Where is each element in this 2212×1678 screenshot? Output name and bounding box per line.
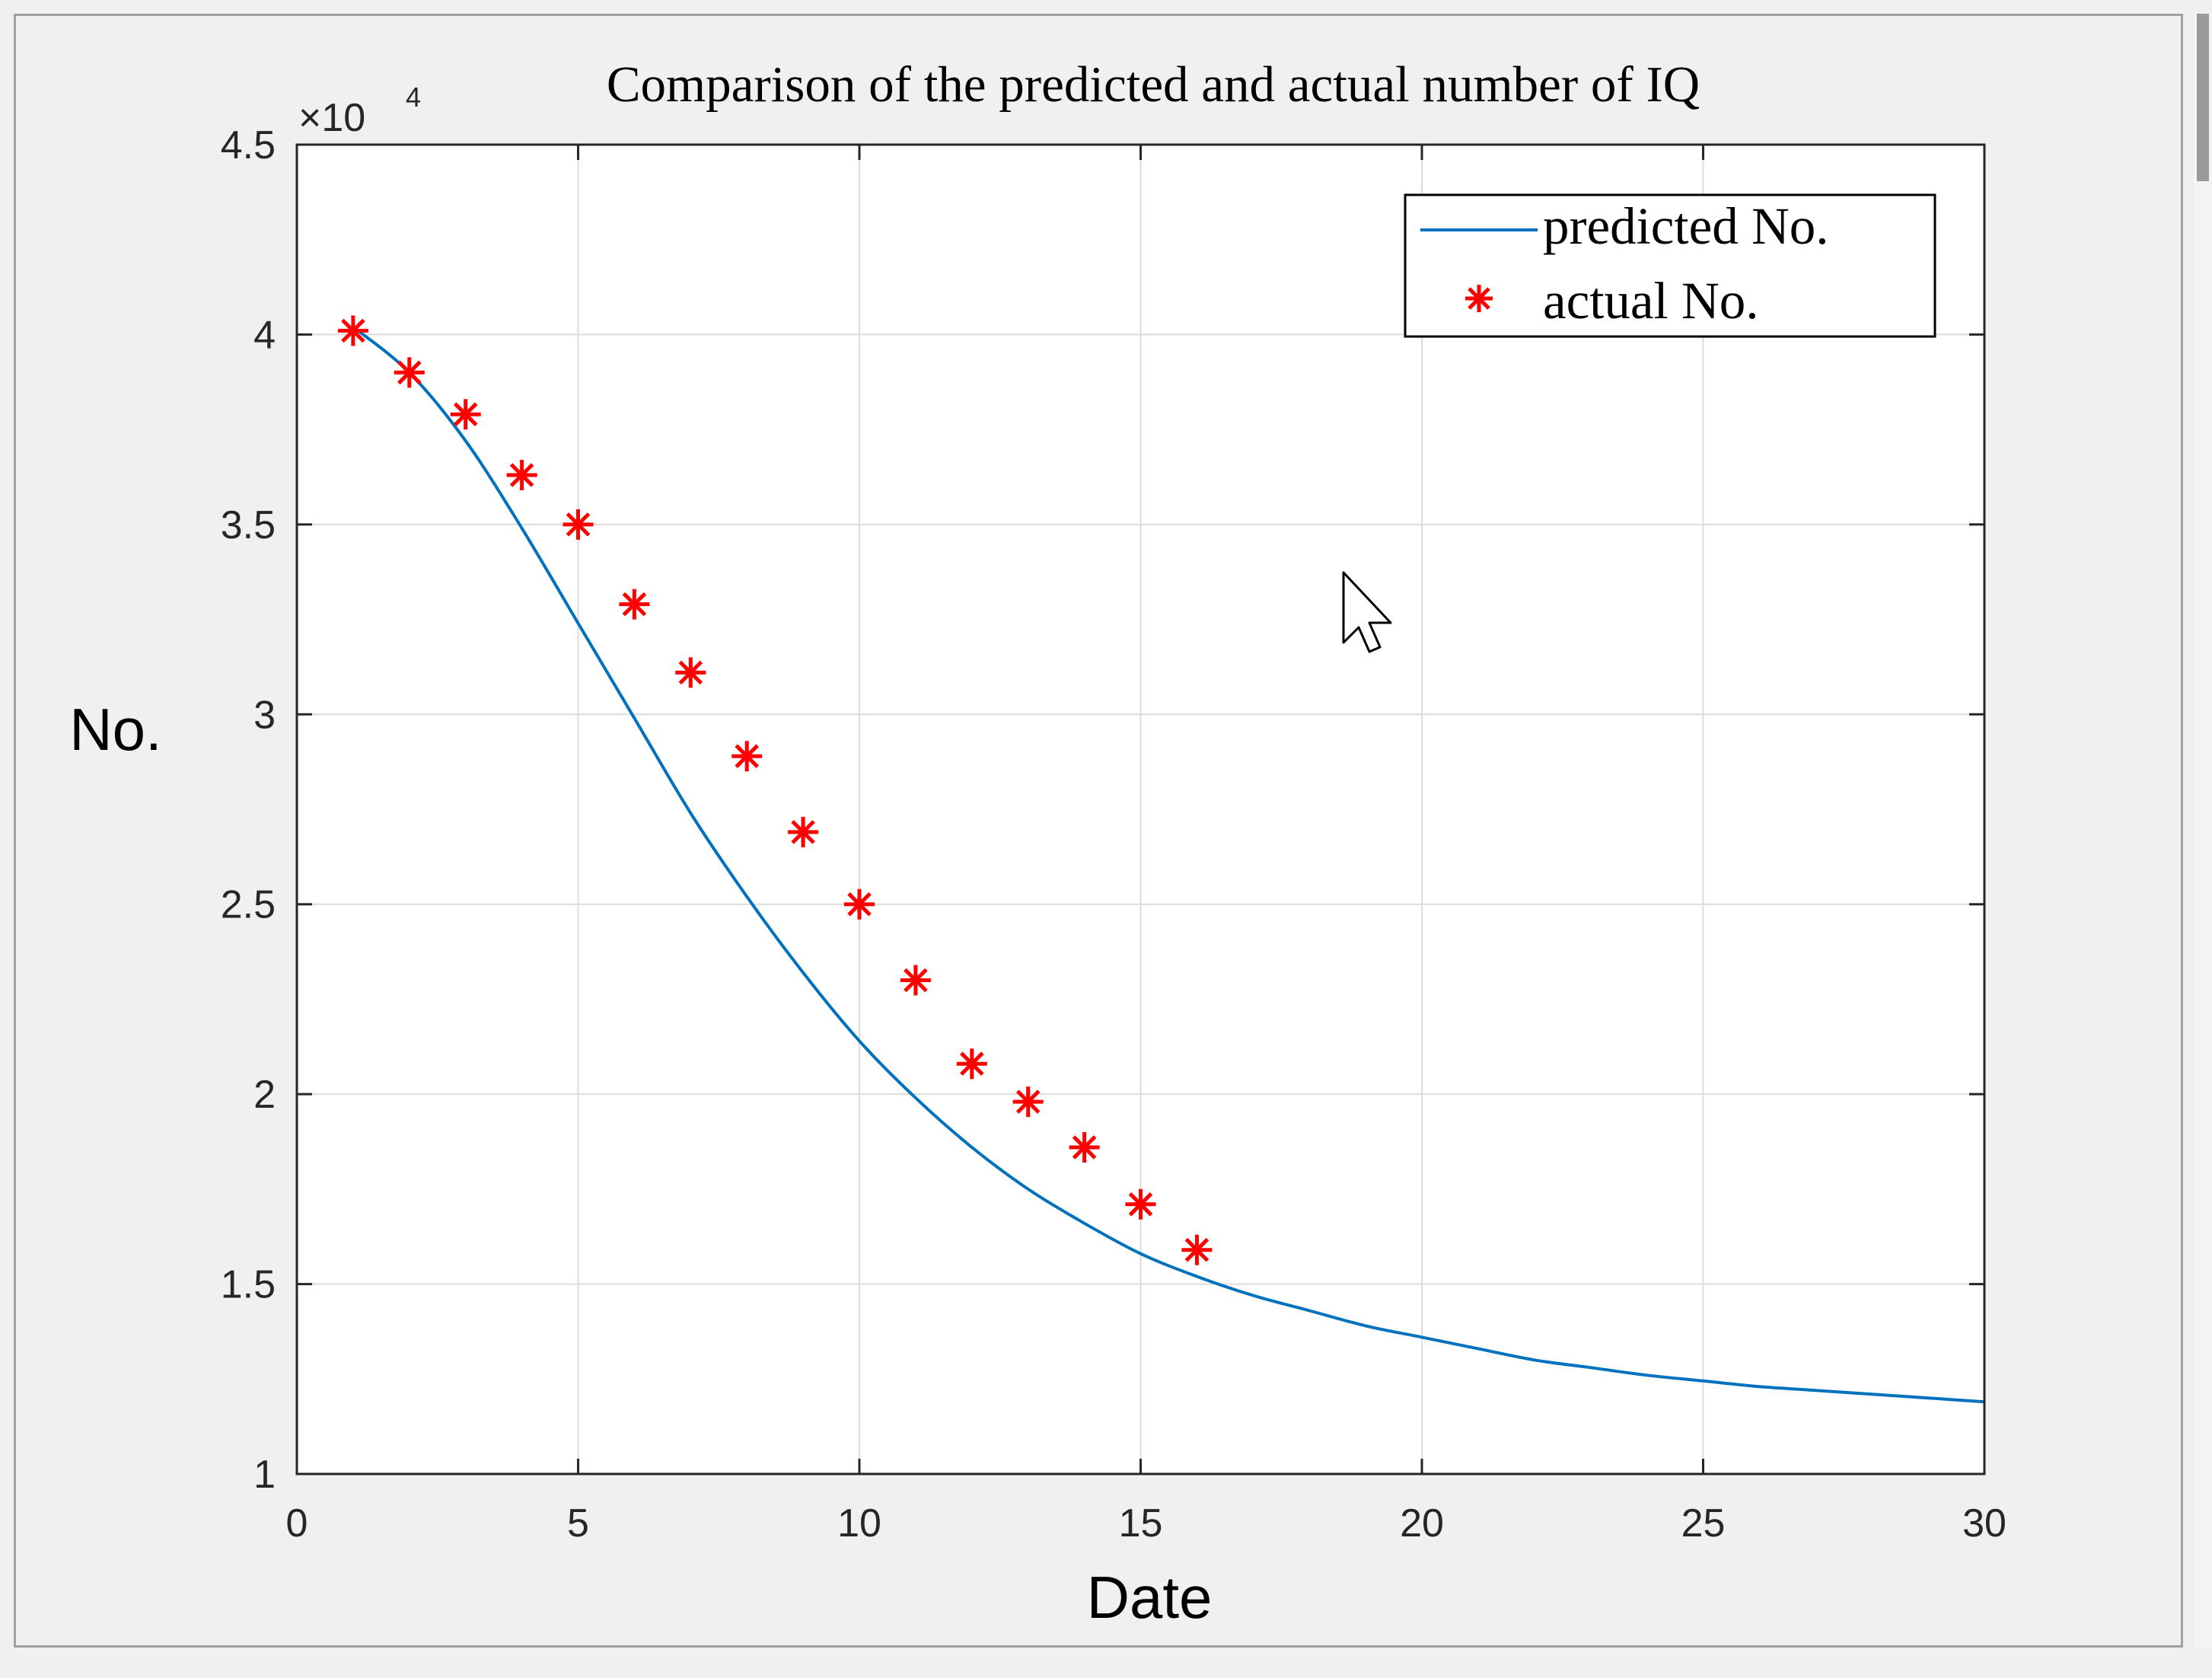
y-tick-label: 2 [253,1073,276,1117]
x-tick-label: 15 [1119,1501,1163,1546]
x-tick-label: 30 [1962,1501,2006,1546]
y-tick-label: 3 [253,693,276,737]
legend[interactable]: predicted No. actual No. [1404,193,1936,338]
data-point-actual [1012,1086,1044,1118]
scrollbar-thumb[interactable] [2197,14,2209,181]
scrollbar[interactable] [2194,14,2212,1648]
data-point-actual [675,657,706,688]
series-layer [337,315,1985,1404]
y-multiplier-exponent: 4 [406,81,421,113]
chart-title: Comparison of the predicted and actual n… [607,56,1700,113]
data-point-actual [450,399,481,430]
data-point-actual [563,509,594,540]
x-tick-label: 0 [286,1501,308,1546]
legend-label-predicted: predicted No. [1543,197,1829,255]
y-multiplier: ×10 4 [298,81,421,140]
x-tick-labels: 0 5 10 15 20 25 30 [286,1501,2006,1546]
data-point-actual [900,965,931,996]
data-point-actual [956,1048,987,1080]
data-point-actual [506,460,537,490]
x-tick-label: 10 [837,1501,881,1546]
data-point-actual [394,357,425,388]
tick-marks [295,143,1986,1475]
y-tick-label: 2.5 [221,883,276,927]
y-tick-labels: 1 1.5 2 2.5 3 3.5 4 4.5 [221,123,276,1497]
x-tick-label: 20 [1400,1501,1444,1546]
y-multiplier-base: ×10 [298,96,365,140]
data-point-actual [337,315,368,346]
legend-label-actual: actual No. [1543,272,1759,330]
y-tick-label: 1 [253,1453,276,1497]
mouse-cursor-icon [1342,571,1392,653]
y-tick-label: 3.5 [221,503,276,547]
legend-marker-swatch [1465,285,1493,312]
data-point-actual [1181,1234,1213,1265]
data-point-actual [1069,1132,1100,1163]
x-tick-label: 5 [567,1501,589,1546]
data-point-actual [844,888,875,920]
data-point-actual [731,741,763,772]
data-point-actual [1125,1188,1156,1220]
y-tick-label: 4 [253,313,276,357]
x-axis-label: Date [1087,1564,1213,1631]
legend-box [1404,193,1936,338]
x-tick-label: 25 [1681,1501,1726,1546]
y-tick-label: 4.5 [221,123,276,167]
data-point-actual [619,589,650,620]
data-point-actual [788,816,819,847]
y-tick-label: 1.5 [221,1263,276,1307]
y-axis-label: No. [69,696,161,763]
series-line-predicted [352,325,1985,1404]
